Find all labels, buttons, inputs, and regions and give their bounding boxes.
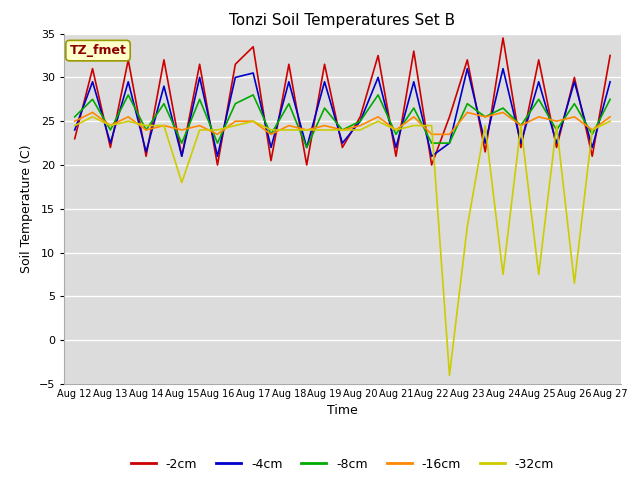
Title: Tonzi Soil Temperatures Set B: Tonzi Soil Temperatures Set B xyxy=(229,13,456,28)
Y-axis label: Soil Temperature (C): Soil Temperature (C) xyxy=(20,144,33,273)
X-axis label: Time: Time xyxy=(327,405,358,418)
Legend: -2cm, -4cm, -8cm, -16cm, -32cm: -2cm, -4cm, -8cm, -16cm, -32cm xyxy=(125,453,559,476)
Text: TZ_fmet: TZ_fmet xyxy=(70,44,127,57)
